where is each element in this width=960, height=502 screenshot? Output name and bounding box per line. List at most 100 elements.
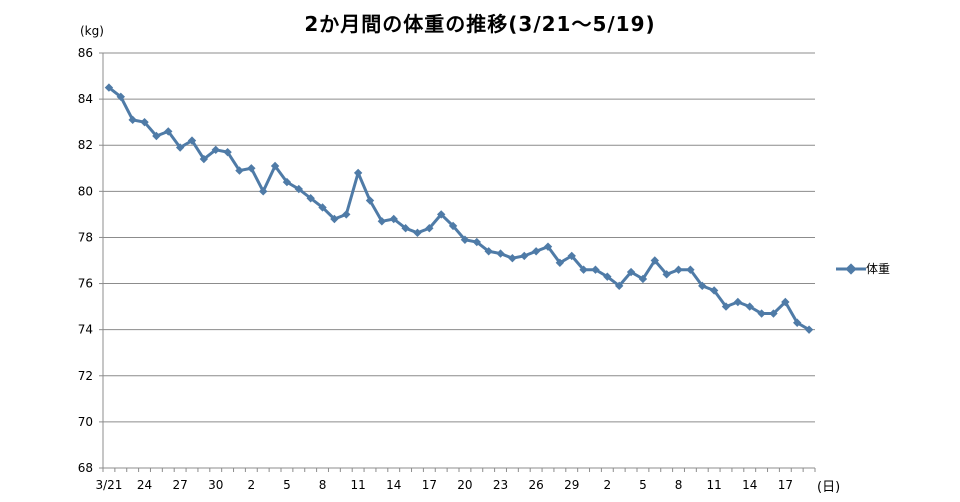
y-tick-label: 72 xyxy=(78,369,93,383)
data-point xyxy=(223,147,232,157)
y-tick-label: 78 xyxy=(78,230,93,244)
data-point xyxy=(757,309,766,318)
y-tick-label: 86 xyxy=(78,46,93,60)
data-point xyxy=(377,217,387,226)
x-tick-label: 29 xyxy=(564,478,579,492)
data-point xyxy=(282,177,292,187)
y-tick-label: 74 xyxy=(78,323,93,337)
x-tick-label: 27 xyxy=(172,478,187,492)
series-line-weight xyxy=(108,86,810,331)
series-weight xyxy=(104,83,814,334)
data-point xyxy=(306,194,315,203)
x-tick-label: 20 xyxy=(457,478,472,492)
data-point xyxy=(745,302,754,311)
legend: 体重 xyxy=(836,260,890,277)
data-point xyxy=(721,302,731,311)
data-point xyxy=(259,187,268,196)
data-point xyxy=(543,242,553,251)
data-point xyxy=(531,247,541,256)
y-tick-label: 80 xyxy=(78,184,93,198)
data-point xyxy=(199,154,209,164)
data-point xyxy=(793,318,802,327)
data-point xyxy=(709,286,719,295)
legend-marker xyxy=(836,262,866,275)
x-tick-label: 8 xyxy=(675,478,683,492)
x-tick-label: 5 xyxy=(639,478,647,492)
x-tick-label: 17 xyxy=(422,478,437,492)
data-point xyxy=(508,253,517,263)
data-point xyxy=(448,221,458,231)
data-point xyxy=(698,281,707,291)
data-point xyxy=(318,203,327,212)
data-point xyxy=(567,251,576,261)
y-tick-label: 76 xyxy=(78,277,93,291)
x-tick-labels: 3/21 24 27 30 2 5 8 11 14 17 20 23 26 29 2 5 8 11 14 17 xyxy=(95,478,793,492)
y-tick-label: 70 xyxy=(78,415,93,429)
x-axis-label: (日) xyxy=(817,480,841,495)
x-tick-label: 3/21 xyxy=(95,478,122,492)
data-point xyxy=(270,161,280,171)
x-tick-label: 2 xyxy=(604,478,612,492)
x-tick-label: 14 xyxy=(742,478,757,492)
data-point xyxy=(520,251,529,261)
x-tick-label: 23 xyxy=(493,478,508,492)
data-point xyxy=(591,265,600,274)
y-tick-label: 82 xyxy=(78,138,93,152)
data-point xyxy=(437,210,446,219)
x-tick-label: 11 xyxy=(706,478,721,492)
x-tick-label: 8 xyxy=(319,478,327,492)
data-point xyxy=(496,249,505,258)
data-point xyxy=(342,210,351,219)
data-point xyxy=(413,228,422,238)
axes xyxy=(102,53,816,472)
data-point xyxy=(235,166,244,175)
data-point xyxy=(686,265,695,274)
data-point xyxy=(674,265,683,274)
y-tick-labels: 68 70 72 74 76 78 80 82 84 86 xyxy=(78,46,93,475)
data-point xyxy=(781,297,790,307)
data-point xyxy=(662,270,671,279)
data-point xyxy=(638,274,648,284)
data-point xyxy=(152,131,161,141)
y-axis-label: (kg) xyxy=(80,24,104,38)
data-point xyxy=(484,247,493,256)
data-point xyxy=(175,143,185,152)
data-point xyxy=(104,83,114,92)
x-tick-label: 14 xyxy=(386,478,401,492)
x-tick-label: 26 xyxy=(528,478,543,492)
data-point xyxy=(247,164,256,173)
data-point xyxy=(579,265,588,274)
data-point xyxy=(425,224,434,233)
data-point xyxy=(626,267,636,277)
data-point xyxy=(294,184,303,194)
x-tick-label: 11 xyxy=(350,478,365,492)
data-point xyxy=(555,258,565,268)
legend-label: 体重 xyxy=(866,262,891,276)
data-point xyxy=(365,196,375,205)
x-tick-label: 5 xyxy=(283,478,291,492)
data-point xyxy=(615,281,624,291)
data-point xyxy=(804,325,814,334)
data-point xyxy=(330,214,339,224)
data-point xyxy=(733,297,743,307)
data-point xyxy=(389,214,398,224)
data-point xyxy=(460,235,470,244)
x-tick-label: 24 xyxy=(137,478,152,492)
x-tick-label: 2 xyxy=(248,478,256,492)
chart-title: 2か月間の体重の推移(3/21〜5/19) xyxy=(304,12,656,36)
x-tick-label: 30 xyxy=(208,478,223,492)
data-point xyxy=(472,237,481,247)
data-point xyxy=(128,115,137,125)
gridlines xyxy=(99,52,815,469)
data-point xyxy=(353,168,363,178)
data-point xyxy=(401,224,410,233)
data-point xyxy=(116,92,125,102)
data-point xyxy=(140,117,149,127)
data-point xyxy=(164,127,173,136)
y-tick-label: 84 xyxy=(78,92,93,106)
data-point xyxy=(769,309,778,318)
data-point xyxy=(187,136,197,145)
x-tick-label: 17 xyxy=(778,478,793,492)
data-point xyxy=(211,145,220,155)
